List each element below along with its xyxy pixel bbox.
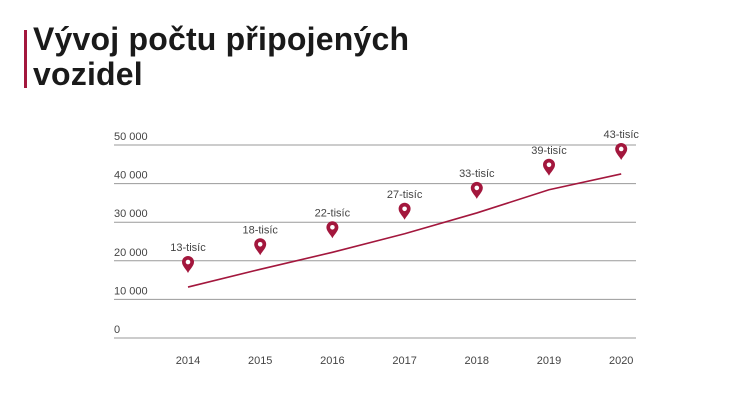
x-tick-label: 2017 xyxy=(392,355,416,367)
y-tick-label: 40 000 xyxy=(114,170,148,182)
series-line xyxy=(187,173,622,288)
y-tick-label: 20 000 xyxy=(114,247,148,259)
map-pin-icon xyxy=(254,238,267,256)
map-pin-icon xyxy=(326,221,339,239)
data-label: 33-tisíc xyxy=(459,168,495,180)
title-line-2: vozidel xyxy=(33,56,143,92)
y-tick-label: 30 000 xyxy=(114,208,148,220)
title-line-1: Vývoj počtu připojených xyxy=(33,21,410,57)
map-pin-icon xyxy=(543,158,555,176)
y-tick-label: 0 xyxy=(114,324,120,336)
x-tick-label: 2016 xyxy=(320,355,344,367)
map-pin-icon xyxy=(615,142,628,160)
data-label: 18-tisíc xyxy=(242,224,278,236)
data-label: 39-tisíc xyxy=(531,145,567,157)
page-title: Vývoj počtu připojených vozidel xyxy=(33,22,453,92)
title-accent-bar xyxy=(24,30,27,88)
map-pin-icon xyxy=(182,256,194,274)
data-label: 22-tisíc xyxy=(315,207,351,219)
x-tick-label: 2020 xyxy=(609,355,633,367)
y-tick-label: 50 000 xyxy=(114,131,148,143)
map-pin-icon xyxy=(398,202,411,220)
x-tick-label: 2019 xyxy=(537,355,561,367)
data-label: 43-tisíc xyxy=(603,129,639,141)
x-tick-label: 2014 xyxy=(176,355,200,367)
y-tick-label: 10 000 xyxy=(114,285,148,297)
map-pin-icon xyxy=(470,181,483,199)
data-label: 13-tisíc xyxy=(170,242,206,254)
data-label: 27-tisíc xyxy=(387,189,423,201)
x-tick-label: 2018 xyxy=(465,355,489,367)
x-tick-label: 2015 xyxy=(248,355,272,367)
